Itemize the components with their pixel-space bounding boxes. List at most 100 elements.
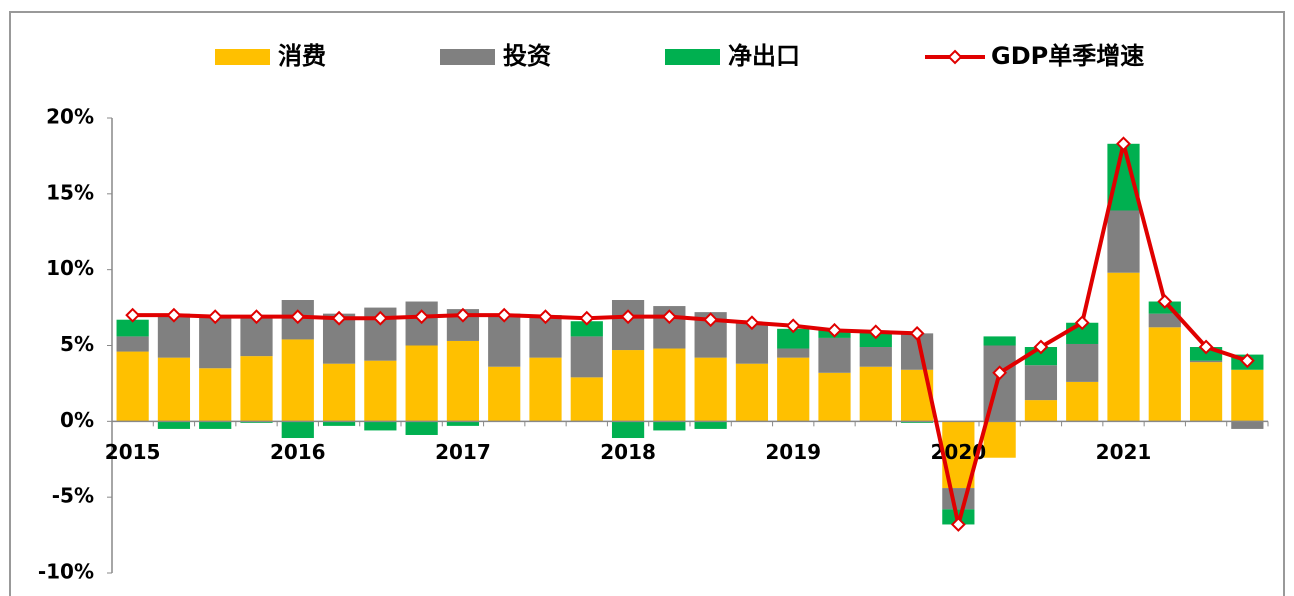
bar-segment: [529, 357, 562, 422]
bar-segment: [694, 421, 727, 429]
x-tick-label: 2017: [435, 440, 491, 464]
gdp-marker: [703, 312, 719, 328]
bar-segment: [818, 372, 851, 422]
gdp-marker: [290, 309, 306, 325]
bar-segment: [777, 328, 810, 349]
bar-segment: [364, 421, 397, 431]
legend-swatch: [665, 49, 720, 65]
gdp-marker: [166, 307, 182, 323]
x-tick-label: 2015: [105, 440, 161, 464]
bar-segment: [199, 368, 232, 422]
bar-segment: [900, 421, 934, 423]
bar-segment: [1189, 360, 1223, 363]
bar-segment: [281, 339, 314, 422]
legend-label: 投资: [503, 42, 551, 70]
bar-segment: [116, 336, 149, 352]
y-tick-label: 5%: [60, 332, 94, 356]
bar-segment: [777, 348, 810, 358]
gdp-marker: [950, 517, 966, 532]
legend-swatch: [440, 49, 495, 65]
y-tick-label: -5%: [52, 484, 94, 508]
bar-segment: [570, 336, 603, 378]
gdp-marker: [207, 309, 223, 325]
y-tick-label: -10%: [38, 560, 94, 584]
y-tick-label: 20%: [46, 105, 94, 129]
bar-segment: [859, 366, 892, 422]
bar-segment: [488, 366, 521, 422]
bar-segment: [1024, 400, 1058, 422]
bar-segment: [983, 336, 1016, 346]
bar-segment: [1066, 343, 1099, 382]
gdp-marker: [414, 309, 430, 325]
bar-segment: [1107, 272, 1140, 422]
y-tick-label: 0%: [60, 408, 94, 432]
bar-segment: [1189, 362, 1223, 422]
bar-segment: [942, 488, 975, 510]
gdp-marker: [579, 310, 595, 326]
bar-segment: [281, 421, 314, 439]
bar-segment: [1107, 210, 1140, 273]
gdp-marker: [249, 309, 264, 325]
bar-segment: [653, 421, 686, 431]
legend-marker: [947, 49, 963, 65]
gdp-marker: [496, 307, 512, 323]
x-tick-label: 2021: [1096, 440, 1152, 464]
bar-segment: [322, 363, 356, 422]
bar-segment: [199, 421, 232, 429]
bar-segment: [240, 356, 273, 422]
bar-segment: [157, 357, 191, 422]
bar-segment: [116, 319, 149, 337]
gdp-marker: [868, 324, 884, 340]
y-tick-label: 10%: [46, 256, 94, 280]
gdp-line: [132, 143, 1248, 525]
bar-segment: [983, 421, 1016, 458]
bar-segment: [1066, 381, 1099, 422]
gdp-marker: [744, 315, 760, 331]
gdp-marker: [827, 322, 842, 338]
bar-segment: [859, 331, 892, 348]
bar-segment: [611, 350, 645, 422]
x-tick-label: 2016: [270, 440, 326, 464]
bar-segment: [322, 421, 356, 426]
bar-segment: [611, 421, 645, 439]
x-tick-label: 2018: [600, 440, 656, 464]
gdp-marker: [909, 325, 925, 341]
bar-segment: [570, 377, 603, 422]
bar-segment: [116, 351, 149, 422]
gdp-marker: [1116, 136, 1131, 152]
legend-label: 净出口: [728, 42, 800, 70]
gdp-marker: [1033, 339, 1049, 355]
bar-segment: [859, 347, 892, 367]
gdp-marker: [455, 307, 471, 323]
gdp-marker: [1198, 339, 1214, 355]
bar-segment: [818, 337, 851, 373]
legend-swatch: [215, 49, 270, 65]
bar-segment: [240, 421, 273, 423]
bar-segment: [694, 357, 727, 422]
gdp-marker: [1157, 294, 1173, 309]
x-tick-label: 2019: [765, 440, 821, 464]
legend-label: GDP单季增速: [991, 42, 1144, 70]
gdp-marker: [1239, 353, 1255, 369]
gdp-marker: [992, 365, 1008, 381]
bar-segment: [446, 421, 480, 426]
gdp-marker: [661, 309, 677, 325]
gdp-marker: [538, 309, 553, 325]
bar-segment: [653, 348, 686, 422]
gdp-marker: [1074, 315, 1090, 331]
bar-segment: [1148, 327, 1181, 422]
y-tick-label: 15%: [46, 180, 94, 204]
legend-label: 消费: [278, 42, 326, 70]
bar-segment: [570, 321, 603, 337]
gdp-marker: [785, 318, 801, 334]
gdp-marker: [125, 307, 141, 323]
bar-segment: [611, 300, 645, 351]
gdp-marker: [372, 310, 388, 326]
bar-segment: [488, 315, 521, 367]
bar-segment: [405, 421, 438, 435]
bar-segment: [777, 357, 810, 422]
bar-segment: [735, 363, 769, 422]
bar-segment: [157, 421, 191, 429]
gdp-marker: [620, 309, 636, 325]
